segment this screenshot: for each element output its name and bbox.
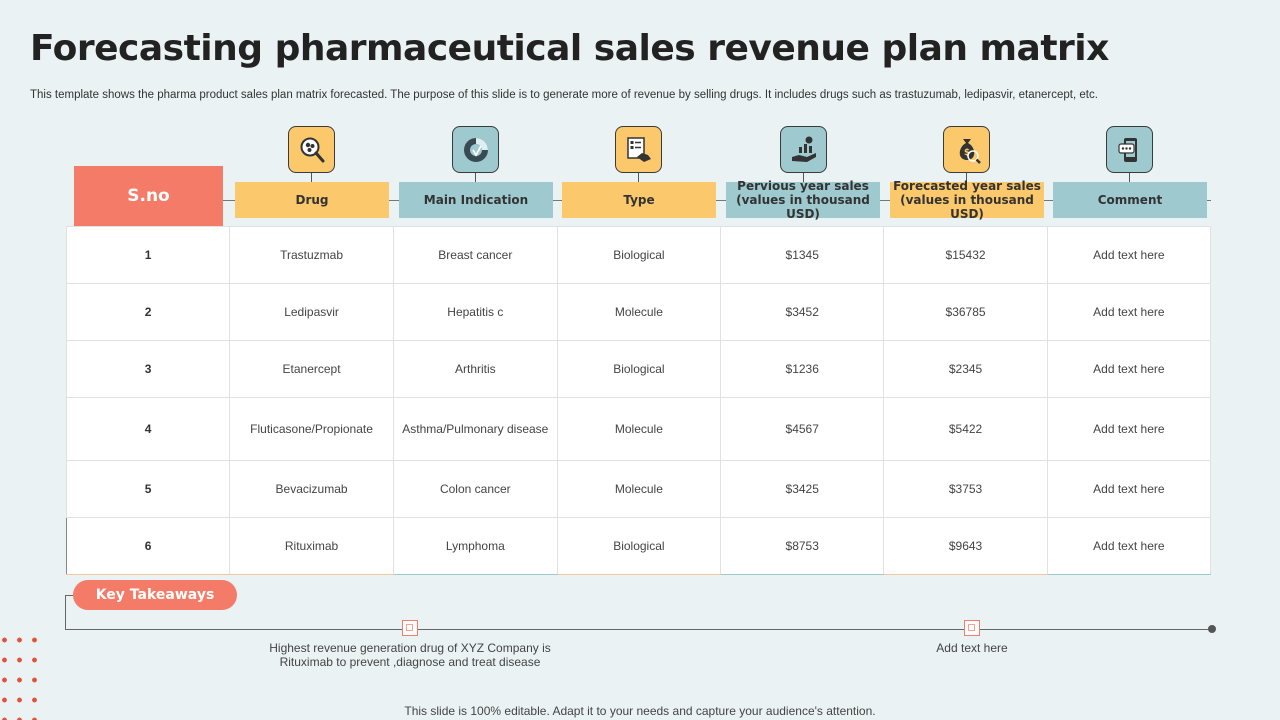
takeaway-marker	[964, 620, 980, 636]
comment-cell: Add text here	[1046, 460, 1212, 518]
drug-cell: Rituximab	[229, 517, 394, 575]
comment-cell: Add text here	[1046, 226, 1212, 284]
indication-cell: Lymphoma	[392, 517, 558, 575]
previous-sales-cell: $4567	[720, 397, 885, 461]
previous-sales-cell: $3425	[720, 460, 885, 518]
table-row: 1 Trastuzmab Breast cancer Biological $1…	[65, 226, 1212, 284]
sno-cell: 3	[65, 340, 231, 398]
takeaway-timeline	[65, 629, 1211, 630]
phone-chat-icon	[1106, 126, 1153, 173]
header-main-indication: Main Indication	[399, 182, 553, 218]
takeaway-text: Add text here	[936, 641, 1008, 655]
forecast-sales-cell: $36785	[883, 283, 1048, 341]
type-cell: Biological	[556, 226, 722, 284]
money-bag-search-icon: $	[943, 126, 990, 173]
previous-sales-cell: $1236	[720, 340, 885, 398]
drug-cell: Ledipasvir	[229, 283, 394, 341]
table-row: 3 Etanercept Arthritis Biological $1236 …	[65, 340, 1212, 398]
table-row: 4 Fluticasone/Propionate Asthma/Pulmonar…	[65, 397, 1212, 461]
drug-cell: Trastuzmab	[229, 226, 394, 284]
forecast-sales-cell: $5422	[883, 397, 1048, 461]
drug-cell: Fluticasone/Propionate	[229, 397, 394, 461]
sno-cell: 2	[65, 283, 231, 341]
drug-cell: Etanercept	[229, 340, 394, 398]
sales-matrix-table: 1 Trastuzmab Breast cancer Biological $1…	[65, 226, 1212, 575]
sno-cell: 1	[65, 226, 231, 284]
decorative-dot-grid	[0, 630, 40, 720]
header-comment: Comment	[1053, 182, 1207, 218]
previous-sales-cell: $3452	[720, 283, 885, 341]
hand-money-growth-icon	[780, 126, 827, 173]
header-drug: Drug	[235, 182, 389, 218]
table-row: 2 Ledipasvir Hepatitis c Molecule $3452 …	[65, 283, 1212, 341]
chart-wheel-icon	[452, 126, 499, 173]
comment-cell: Add text here	[1046, 283, 1212, 341]
type-cell: Molecule	[556, 283, 722, 341]
indication-cell: Hepatitis c	[392, 283, 558, 341]
footer-note: This slide is 100% editable. Adapt it to…	[404, 704, 876, 718]
type-cell: Biological	[556, 517, 722, 575]
header-forecasted-year-sales: Forecasted year sales (values in thousan…	[890, 179, 1044, 221]
magnifier-molecule-icon	[288, 126, 335, 173]
comment-cell: Add text here	[1046, 397, 1212, 461]
drug-cell: Bevacizumab	[229, 460, 394, 518]
key-takeaways-label: Key Takeaways	[73, 580, 237, 610]
type-cell: Molecule	[556, 460, 722, 518]
takeaway-marker	[402, 620, 418, 636]
indication-cell: Colon cancer	[392, 460, 558, 518]
sno-header: S.no	[74, 166, 223, 226]
svg-text:$: $	[963, 148, 969, 158]
indication-cell: Asthma/Pulmonary disease	[392, 397, 558, 461]
forecast-sales-cell: $15432	[883, 226, 1048, 284]
timeline-end-dot	[1208, 625, 1216, 633]
type-cell: Molecule	[556, 397, 722, 461]
sno-cell: 4	[65, 397, 231, 461]
sno-cell: 5	[65, 460, 231, 518]
checklist-handshake-icon	[615, 126, 662, 173]
forecast-sales-cell: $9643	[883, 517, 1048, 575]
table-row: 5 Bevacizumab Colon cancer Molecule $342…	[65, 460, 1212, 518]
previous-sales-cell: $8753	[720, 517, 885, 575]
takeaway-text: Highest revenue generation drug of XYZ C…	[269, 641, 551, 669]
comment-cell: Add text here	[1046, 340, 1212, 398]
comment-cell: Add text here	[1046, 517, 1212, 575]
type-cell: Biological	[556, 340, 722, 398]
forecast-sales-cell: $3753	[883, 460, 1048, 518]
previous-sales-cell: $1345	[720, 226, 885, 284]
indication-cell: Breast cancer	[392, 226, 558, 284]
header-previous-year-sales: Pervious year sales (values in thousand …	[726, 179, 880, 221]
header-type: Type	[562, 182, 716, 218]
forecast-sales-cell: $2345	[883, 340, 1048, 398]
page-subtitle: This template shows the pharma product s…	[30, 89, 1098, 101]
page-title: Forecasting pharmaceutical sales revenue…	[30, 28, 1109, 69]
sno-cell: 6	[65, 517, 231, 575]
indication-cell: Arthritis	[392, 340, 558, 398]
table-row: 6 Rituximab Lymphoma Biological $8753 $9…	[65, 517, 1212, 575]
